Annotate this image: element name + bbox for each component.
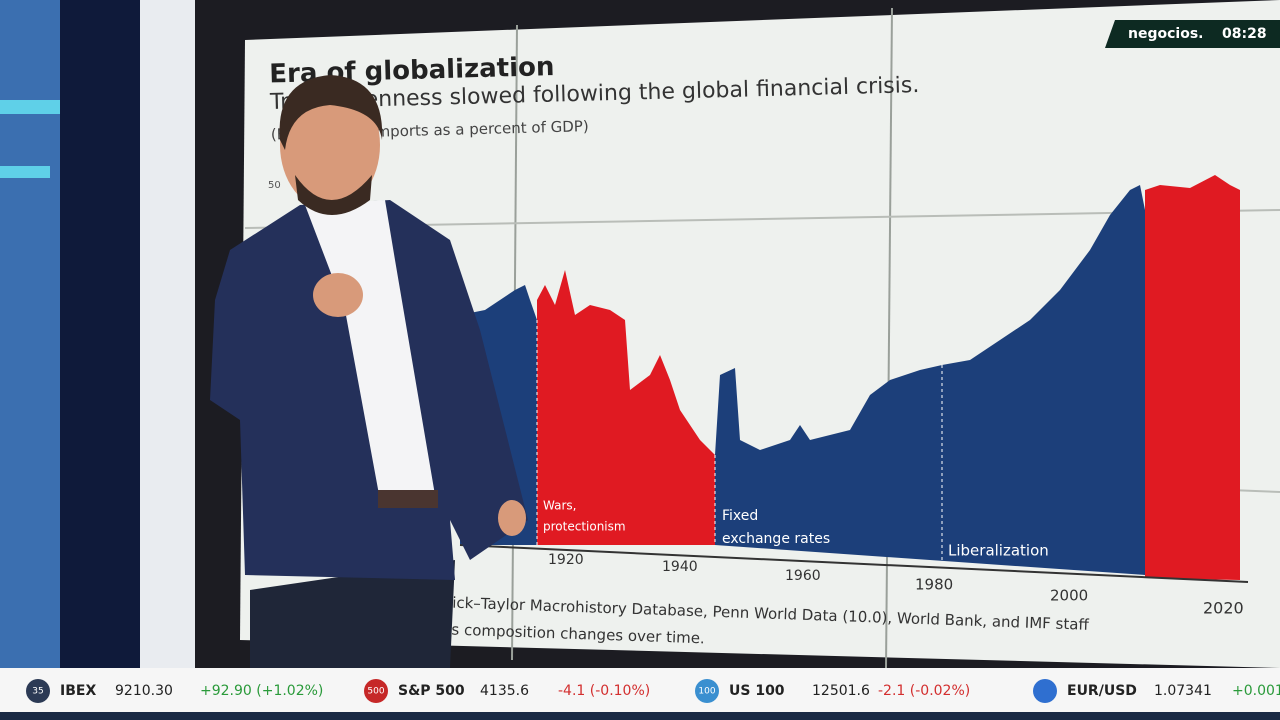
badge	[26, 679, 50, 703]
panel-seam	[885, 7, 893, 669]
era-label: Fixed	[722, 508, 758, 524]
presenter	[210, 75, 528, 668]
x-tick-label: 2000	[1050, 587, 1088, 605]
presenter-hair	[279, 75, 383, 150]
badge-label: 500	[367, 687, 384, 697]
x-tick-label: 2020	[1203, 599, 1244, 618]
era-label: protectionism	[543, 520, 626, 534]
era-label: Liberalization	[948, 542, 1049, 560]
studio-panel	[140, 0, 200, 668]
presenter-beard	[295, 175, 372, 215]
x-tick-label: 1960	[785, 568, 821, 584]
ticker-name: EUR/USD	[1067, 683, 1137, 699]
badge-label: 35	[32, 687, 43, 697]
presenter-hand	[313, 273, 363, 317]
channel-logo: negocios.	[1128, 26, 1203, 42]
badge	[364, 679, 388, 703]
ticker-price: 4135.6	[480, 683, 529, 699]
studio-light	[0, 166, 50, 178]
area-red	[1145, 175, 1240, 580]
ticker-name: IBEX	[60, 683, 96, 699]
currency-icon	[1033, 679, 1057, 703]
clock: 08:28	[1222, 26, 1267, 42]
era-label: exchange rates	[722, 531, 830, 547]
era-label: Wars,	[543, 499, 576, 513]
studio-light	[0, 100, 60, 114]
presenter-hand	[498, 500, 526, 536]
x-tick-label: 1940	[662, 559, 698, 575]
logo-box	[1105, 20, 1280, 48]
ticker-price: 1.07341	[1154, 683, 1212, 699]
x-axis	[459, 544, 1249, 583]
ticker-change: +92.90 (+1.02%)	[200, 683, 323, 699]
badge-label: 100	[698, 687, 715, 697]
ticker-price: 9210.30	[115, 683, 173, 699]
badge	[695, 679, 719, 703]
ticker-price: 12501.6	[812, 683, 870, 699]
ticker-change: -2.1 (-0.02%)	[878, 683, 970, 699]
area-red	[537, 270, 715, 545]
presenter-legs	[250, 560, 455, 668]
area-blue	[715, 185, 1145, 575]
ticker-name: S&P 500	[398, 683, 465, 699]
ticker-bar	[0, 668, 1280, 712]
y-tick-label: 50	[268, 180, 281, 191]
studio-pillar	[60, 0, 140, 668]
x-tick-label: 1920	[548, 552, 584, 568]
presenter-belt	[378, 490, 438, 508]
ticker-change: +0.001	[1232, 683, 1280, 699]
ticker-items: 35 IBEX 9210.30 +92.90 (+1.02%) 500 S&P …	[26, 679, 1280, 703]
ticker-change: -4.1 (-0.10%)	[558, 683, 650, 699]
ticker-base	[0, 712, 1280, 720]
ticker-name: US 100	[729, 683, 785, 699]
x-tick-label: 1980	[915, 576, 953, 594]
